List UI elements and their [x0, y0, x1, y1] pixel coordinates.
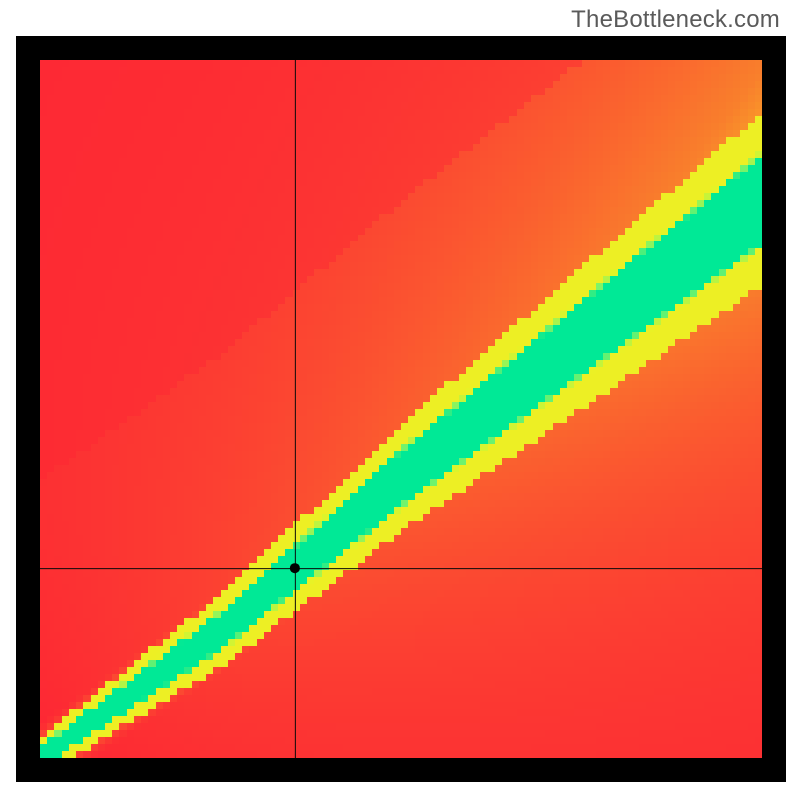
heatmap-canvas	[16, 36, 786, 782]
plot-frame	[16, 36, 786, 782]
chart-container: { "watermark": "TheBottleneck.com", "wat…	[0, 0, 800, 800]
watermark: TheBottleneck.com	[571, 6, 780, 34]
